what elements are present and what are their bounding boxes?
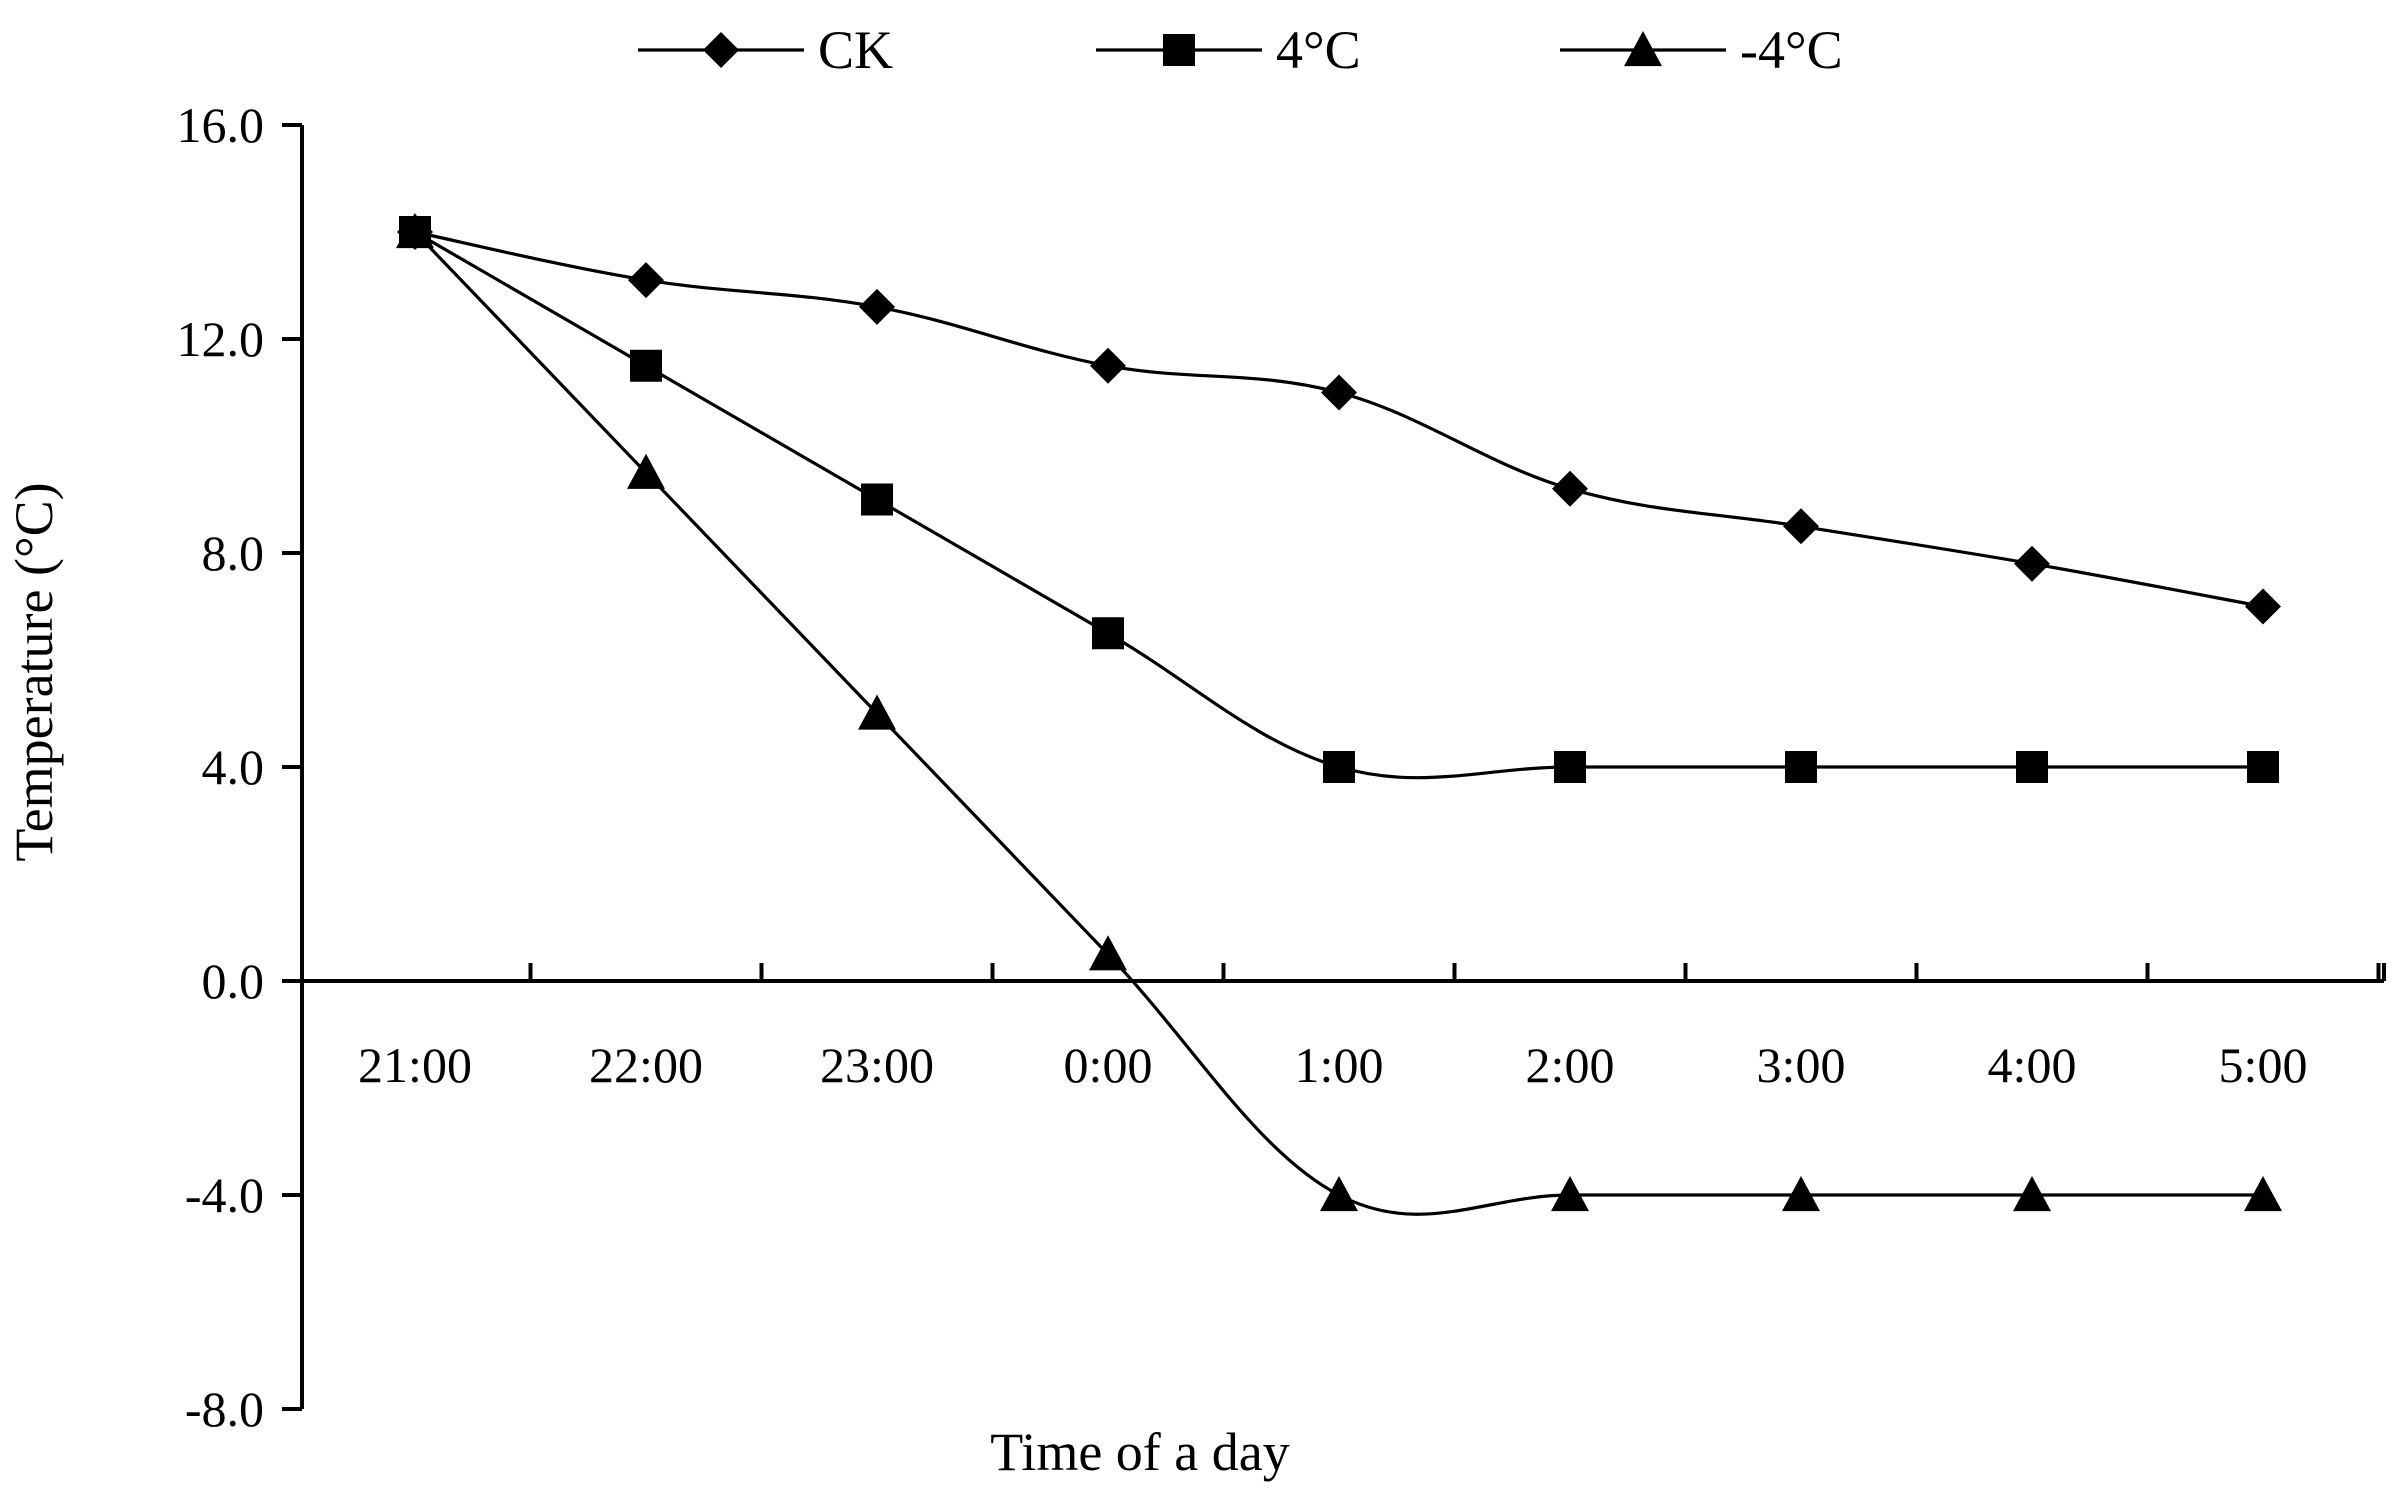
y-tick-label: 0.0 [202, 953, 265, 1009]
data-point-minus-4c [1551, 1176, 1589, 1212]
x-tick-label: 5:00 [2219, 1037, 2308, 1093]
data-point-minus-4c [1320, 1176, 1358, 1212]
data-point-ck [859, 288, 895, 325]
data-point-minus-4c [396, 213, 434, 249]
y-axis: 16.0 12.0 8.0 4.0 0.0 -4.0 -8.0 [177, 97, 304, 1437]
data-point-4c [1323, 751, 1355, 783]
legend-item-minus-4c: -4°C [1560, 20, 1843, 80]
data-point-ck [1552, 470, 1588, 507]
legend-marker [1624, 31, 1662, 67]
data-point-minus-4c [2013, 1176, 2051, 1212]
data-point-4c [861, 483, 893, 516]
x-axis: 21:00 22:00 23:00 0:00 1:00 2:00 3:00 4:00 5:00 [302, 963, 2386, 1093]
data-point-ck [2014, 545, 2050, 582]
series-line-4c [414, 230, 2263, 780]
y-axis-title: Temperature (°C) [4, 482, 64, 861]
data-point-minus-4c [2244, 1176, 2282, 1212]
legend-label: 4°C [1276, 20, 1361, 80]
data-point-4c [1785, 751, 1817, 783]
data-point-ck [1321, 374, 1357, 411]
legend-label: -4°C [1740, 20, 1843, 80]
x-tick-label: 23:00 [820, 1037, 934, 1093]
x-tick-label: 1:00 [1295, 1037, 1384, 1093]
x-tick-label: 21:00 [358, 1037, 472, 1093]
legend-label: CK [818, 20, 893, 80]
data-point-ck [628, 262, 664, 299]
data-point-4c [1554, 751, 1586, 783]
x-axis-title: Time of a day [990, 1422, 1289, 1482]
data-point-4c [630, 349, 662, 382]
y-tick-label: 4.0 [202, 739, 265, 795]
data-point-ck [2245, 588, 2281, 625]
data-point-ck [1783, 508, 1819, 545]
legend-item-4c: 4°C [1096, 20, 1361, 80]
data-point-4c [2016, 751, 2048, 783]
data-point-minus-4c [627, 453, 665, 489]
y-tick-label: -8.0 [185, 1381, 264, 1437]
legend-item-ck: CK [638, 20, 893, 80]
y-tick-label: 8.0 [202, 525, 265, 581]
data-point-minus-4c [858, 694, 896, 730]
y-tick-label: -4.0 [185, 1167, 264, 1223]
data-point-minus-4c [1089, 935, 1127, 971]
data-point-4c [2247, 751, 2279, 783]
legend-marker [1163, 34, 1195, 66]
legend: CK 4°C -4°C [638, 20, 1843, 80]
x-tick-label: 3:00 [1757, 1037, 1846, 1093]
legend-marker [703, 32, 739, 68]
data-point-ck [1090, 347, 1126, 384]
series-line-ck [414, 230, 2264, 609]
x-tick-label: 4:00 [1988, 1037, 2077, 1093]
data-point-4c [1092, 617, 1124, 650]
data-markers [396, 213, 2282, 1212]
x-tick-label: 2:00 [1526, 1037, 1615, 1093]
x-tick-label: 22:00 [589, 1037, 703, 1093]
series-line-minus-4c [413, 230, 2263, 1216]
x-tick-label: 0:00 [1064, 1037, 1153, 1093]
y-tick-label: 16.0 [177, 97, 265, 153]
y-tick-label: 12.0 [177, 311, 265, 367]
data-point-minus-4c [1782, 1176, 1820, 1212]
